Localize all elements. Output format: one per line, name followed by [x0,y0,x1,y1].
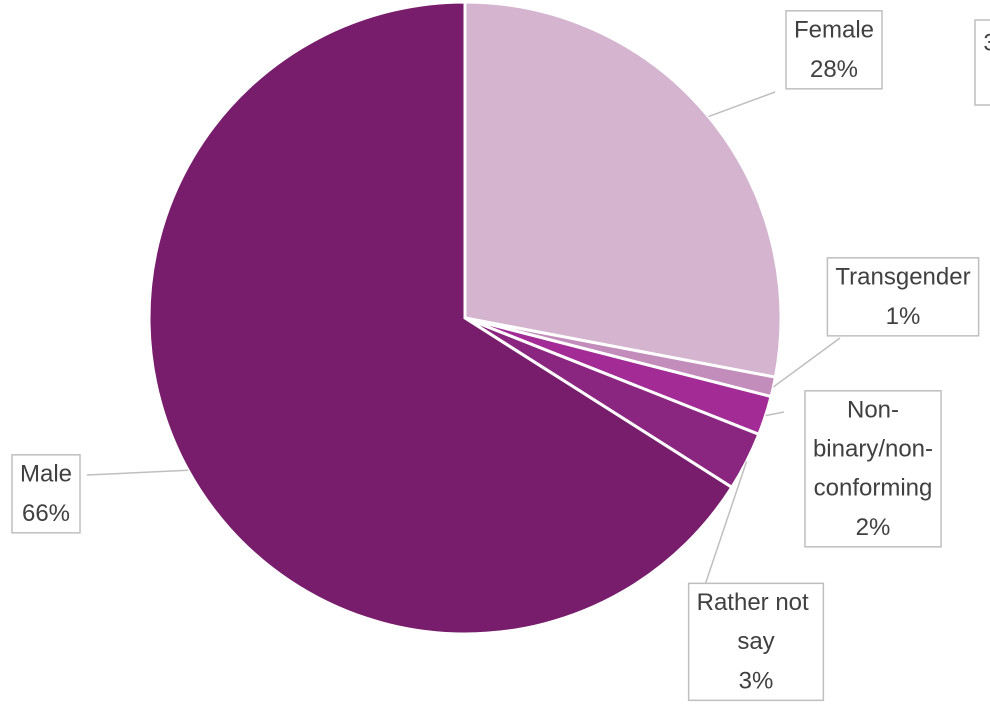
leader-line [765,411,785,417]
label-line: binary/non- [813,436,933,463]
leader-line [86,469,189,476]
data-label-value: 66% [22,500,70,527]
label-box [804,390,942,548]
label-line: Transgender [835,264,970,291]
pie [147,0,783,636]
pie-slice [147,0,734,636]
data-label-name: Female [794,17,874,44]
label-line: conforming [814,475,933,502]
label-line: Non- [847,397,899,424]
data-label-value: 3% [739,667,774,694]
label-line: Female [794,17,874,44]
label-box [687,582,825,702]
label-box [826,257,980,337]
label-box [974,19,990,106]
label-line: Rather not [697,589,816,616]
data-label-name: Rather not say [697,589,816,655]
data-label-value: 2% [856,514,891,541]
cropped-label: 3 [974,19,990,106]
data-label-name: Male [20,461,72,488]
pie-slice [463,0,783,379]
leader-line [704,461,748,586]
data-label-name: Transgender [835,264,970,291]
label-box [785,10,883,90]
label-line: Male [20,461,72,488]
data-label-name: Non-binary/non-conforming [813,397,933,502]
label-box [11,454,81,534]
leader-line [772,337,841,388]
label-line: say [737,628,774,655]
data-label-value: 1% [886,303,921,330]
data-labels: Female 28% Transgender 1% Non-binary/non-con… [11,10,980,702]
data-label-value: 28% [810,56,858,83]
annotation: 3 [983,29,990,56]
leader-line [708,91,776,118]
